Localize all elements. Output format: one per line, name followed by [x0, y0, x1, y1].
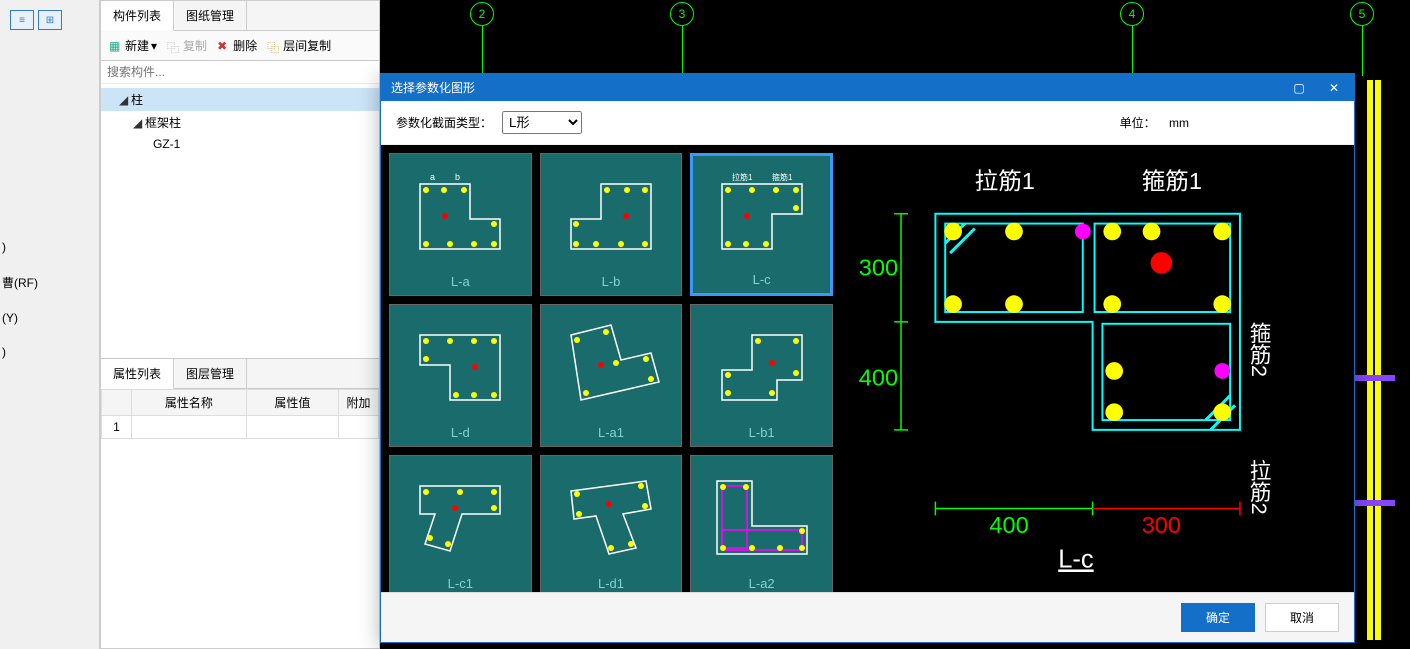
unit-label: 单位： [1120, 116, 1156, 130]
shape-name: L-c [1058, 545, 1094, 573]
col-value: 属性值 [246, 390, 338, 416]
thumb-l-a[interactable]: ab L-a [389, 153, 532, 296]
tree-node-frame-column[interactable]: ◢ 框架柱 [101, 111, 379, 134]
delete-icon: ✖ [217, 39, 231, 53]
tab-component-list[interactable]: 构件列表 [101, 1, 174, 31]
dim-400b: 400 [989, 512, 1028, 538]
thumb-l-c1[interactable]: L-c1 [389, 455, 532, 592]
label-gujin2: 箍筋2 [1247, 322, 1272, 377]
svg-text:箍筋1: 箍筋1 [772, 172, 793, 182]
layer-copy-icon: ⿻ [267, 39, 281, 53]
thumb-l-a1[interactable]: L-a1 [540, 304, 683, 447]
grid-marker-4: 4 [1120, 2, 1144, 26]
layer-copy-button[interactable]: ⿻ 层间复制 [267, 37, 331, 54]
side-label-3: (Y) [2, 311, 38, 325]
collapse-icon: ◢ [119, 93, 129, 107]
tab-drawing-mgmt[interactable]: 图纸管理 [174, 1, 247, 30]
ok-button[interactable]: 确定 [1181, 603, 1255, 632]
grid-marker-5: 5 [1350, 2, 1374, 26]
maximize-icon[interactable]: ▢ [1289, 81, 1309, 95]
svg-text:a: a [430, 172, 435, 182]
grid-line [1362, 26, 1363, 76]
grid-marker-3: 3 [670, 2, 694, 26]
left-stub-panel: ≡ ⊞ ) 曹(RF) (Y) ) [0, 0, 100, 649]
side-label-1: ) [2, 240, 38, 254]
property-table: 属性名称 属性值 附加 1 [101, 389, 379, 439]
thumb-l-a2[interactable]: L-a2 [690, 455, 833, 592]
dialog-title-text: 选择参数化图形 [391, 79, 475, 96]
thumb-l-b[interactable]: L-b [540, 153, 683, 296]
dim-400a: 400 [859, 365, 898, 391]
dialog-toolbar: 参数化截面类型： L形 单位： mm [381, 101, 1354, 145]
dropdown-icon: ▾ [151, 39, 157, 53]
thumb-l-d[interactable]: L-d [389, 304, 532, 447]
component-tabs: 构件列表 图纸管理 [101, 1, 379, 31]
copy-icon: ⿻ [167, 39, 181, 53]
label-gujin1: 箍筋1 [1142, 168, 1202, 194]
unit-value: mm [1169, 116, 1189, 130]
shape-thumbnails: ab L-a L-b 拉筋1箍筋1 L-c L-d L-a1 L-b1 [381, 145, 841, 592]
table-row[interactable]: 1 [102, 416, 379, 439]
svg-text:拉筋1: 拉筋1 [732, 172, 753, 182]
tree-node-column[interactable]: ◢ 柱 [101, 88, 379, 111]
delete-button[interactable]: ✖ 删除 [217, 37, 257, 54]
component-panel: 构件列表 图纸管理 ▦ 新建 ▾ ⿻ 复制 ✖ 删除 ⿻ 层间复制 ◢ 柱 ◢ … [100, 0, 380, 649]
collapse-icon: ◢ [133, 116, 143, 130]
table-header-row: 属性名称 属性值 附加 [102, 390, 379, 416]
cancel-button[interactable]: 取消 [1265, 603, 1339, 632]
copy-button[interactable]: ⿻ 复制 [167, 37, 207, 54]
grid-line [482, 26, 483, 76]
grid-marker-2: 2 [470, 2, 494, 26]
grid-line [682, 26, 683, 76]
dim-300a: 300 [859, 255, 898, 281]
thumb-l-d1[interactable]: L-d1 [540, 455, 683, 592]
property-tabs: 属性列表 图层管理 [101, 359, 379, 389]
label-lajin2: 拉筋2 [1247, 459, 1272, 514]
view-grid-icon[interactable]: ⊞ [38, 10, 62, 30]
label-lajin1: 拉筋1 [975, 168, 1035, 194]
tree-leaf-gz1[interactable]: GZ-1 [101, 134, 379, 154]
preview-svg: 拉筋1 箍筋1 箍筋2 拉筋2 300 400 [841, 145, 1354, 592]
tab-layer-mgmt[interactable]: 图层管理 [174, 359, 247, 388]
grid-line [1132, 26, 1133, 76]
section-preview: 拉筋1 箍筋1 箍筋2 拉筋2 300 400 [841, 145, 1354, 592]
new-icon: ▦ [109, 39, 123, 53]
tab-property-list[interactable]: 属性列表 [101, 359, 174, 389]
dialog-footer: 确定 取消 [381, 592, 1354, 642]
search-input[interactable] [101, 61, 379, 84]
thumb-l-c[interactable]: 拉筋1箍筋1 L-c [690, 153, 833, 296]
dim-300b: 300 [1142, 512, 1181, 538]
col-index [102, 390, 132, 416]
dialog-body: ab L-a L-b 拉筋1箍筋1 L-c L-d L-a1 L-b1 [381, 145, 1354, 592]
col-extra: 附加 [339, 390, 379, 416]
dialog-titlebar[interactable]: 选择参数化图形 ▢ ✕ [381, 74, 1354, 101]
col-name: 属性名称 [132, 390, 247, 416]
thumb-l-b1[interactable]: L-b1 [690, 304, 833, 447]
new-button[interactable]: ▦ 新建 ▾ [109, 37, 157, 54]
param-type-label: 参数化截面类型： [396, 114, 492, 131]
property-panel: 属性列表 图层管理 属性名称 属性值 附加 1 [101, 358, 379, 648]
component-tree: ◢ 柱 ◢ 框架柱 GZ-1 [101, 84, 379, 158]
side-label-2: 曹(RF) [2, 274, 38, 291]
svg-text:b: b [455, 172, 460, 182]
close-icon[interactable]: ✕ [1324, 81, 1344, 95]
component-toolbar: ▦ 新建 ▾ ⿻ 复制 ✖ 删除 ⿻ 层间复制 [101, 31, 379, 61]
side-label-4: ) [2, 345, 38, 359]
param-shape-dialog: 选择参数化图形 ▢ ✕ 参数化截面类型： L形 单位： mm ab L-a L-… [380, 73, 1355, 643]
view-list-icon[interactable]: ≡ [10, 10, 34, 30]
param-type-select[interactable]: L形 [502, 111, 582, 134]
section-lines [1355, 80, 1395, 640]
